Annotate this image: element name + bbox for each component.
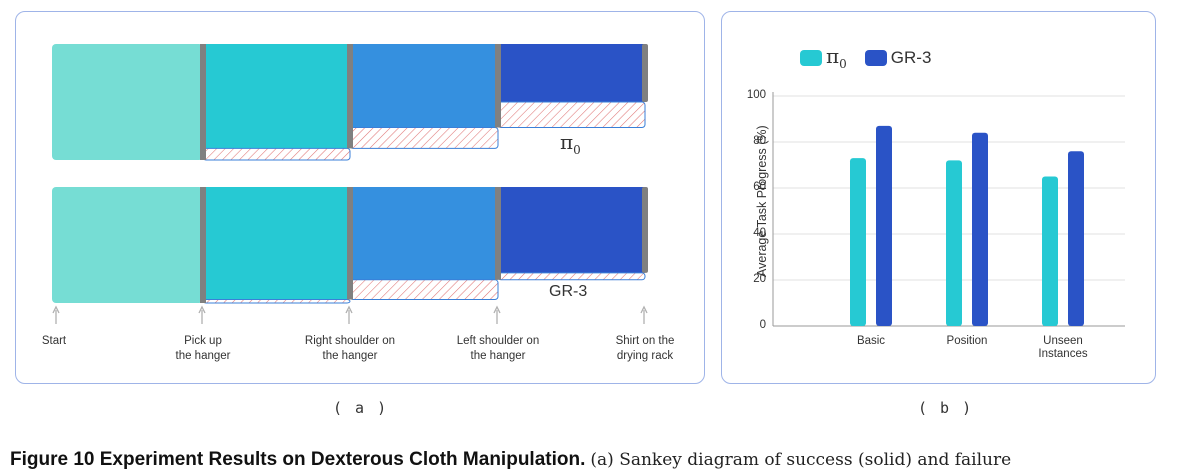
stage-label-3: Left shoulder on the hanger [456,335,540,362]
stage-separator-row1-end [642,187,648,273]
legend-label-pi0: π0 [826,44,847,71]
sankey-row-1 [52,187,648,304]
figure-caption: Figure 10 Experiment Results on Dexterou… [10,449,1011,471]
legend-label-gr3: GR-3 [890,47,932,67]
stage-label-1: Pick up the hanger [175,335,231,362]
sankey-row-0 [52,44,648,161]
panel-label-a: ( a ) [333,399,389,417]
stage-label-4: Shirt on the drying rack [615,335,675,362]
legend-item-pi0: π0 [800,44,847,71]
row-label-gr3: GR-3 [549,283,588,300]
stage-separator-row1-stage1 [200,187,206,303]
stage-arrow-3 [493,305,501,324]
bar-pi0-2 [1042,176,1058,326]
y-tick-label: 20 [753,273,766,285]
y-tick-label: 40 [753,227,766,239]
success-flow-row1-stage1 [203,187,350,300]
success-flow-row0-stage0 [52,44,203,160]
bar-pi0-1 [946,160,962,326]
y-axis-label: Average Task Progress (%) [755,125,769,277]
stage-label-2: Right shoulder on the hanger [304,335,396,362]
y-tick-label: 60 [753,181,766,193]
y-tick-label: 80 [753,135,766,147]
success-flow-row0-stage3 [498,44,645,102]
success-flow-row1-stage3 [498,187,645,273]
stage-separator-row1-stage3 [495,187,501,280]
success-flow-row1-stage2 [350,187,498,280]
stage-arrow-0 [52,305,60,324]
success-flow-row1-stage0 [52,187,203,303]
stage-arrow-4 [640,305,648,324]
legend-swatch-pi0 [800,49,822,66]
stage-arrow-1 [198,305,206,324]
stage-separator-row0-stage1 [200,44,206,160]
legend-item-gr3: GR-3 [864,47,932,68]
bar-gr3-2 [1068,151,1084,326]
bar-pi0-0 [850,158,866,326]
caption-text: (a) Sankey diagram of success (solid) an… [590,450,1012,470]
stage-separator-row1-stage2 [347,187,353,300]
stage-label-0: Start [41,335,67,347]
stage-arrow-2 [345,305,353,324]
stage-separator-row0-stage2 [347,44,353,149]
stage-separator-row0-stage3 [495,44,501,128]
y-tick-label: 100 [746,89,766,101]
success-flow-row0-stage2 [350,44,498,128]
panel-label-b: ( b ) [918,399,974,417]
x-category-label: Position [946,335,988,347]
y-tick-label: 0 [759,319,766,331]
stage-separator-row0-end [642,44,648,102]
bar-gr3-0 [876,125,892,327]
row-label-pi0: π0 [560,130,581,157]
x-category-label: Basic [856,335,886,347]
legend-swatch-gr3 [864,49,887,66]
success-flow-row0-stage1 [203,44,350,149]
x-category-label: Unseen Instances [1038,335,1088,360]
bar-gr3-1 [972,132,988,326]
caption-figure-title: Figure 10 Experiment Results on Dexterou… [10,449,586,470]
chart-legend: π0 GR-3 [800,44,949,71]
